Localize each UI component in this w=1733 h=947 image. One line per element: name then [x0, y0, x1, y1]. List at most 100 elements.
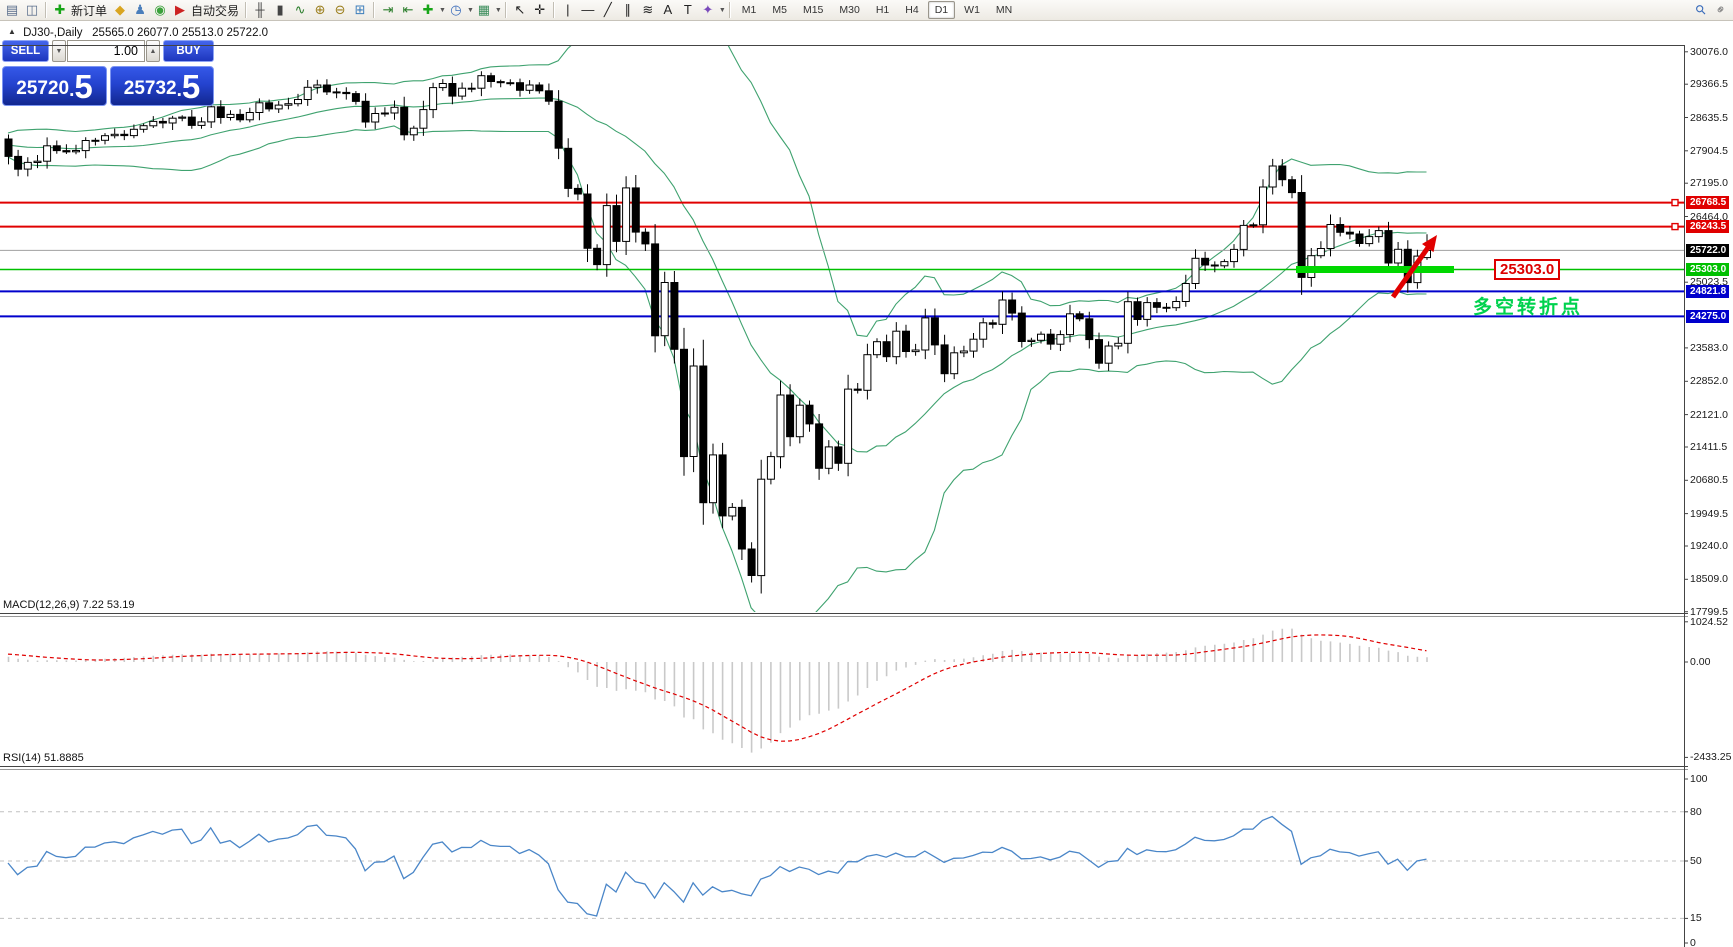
sell-button[interactable]: SELL	[2, 40, 49, 62]
cursor-icon[interactable]: ↖	[514, 2, 526, 17]
rsi-tick-label: 0	[1690, 937, 1696, 947]
toolbar-separator	[245, 2, 248, 18]
dropdown-arrow-icon[interactable]: ▼	[466, 6, 474, 14]
macd-tick-label: 1024.52	[1690, 615, 1728, 628]
trendline-icon[interactable]: ╱	[603, 2, 612, 17]
toolbar-separator	[373, 2, 376, 18]
signals-icon[interactable]: ◉	[154, 2, 166, 17]
symbol-period-label: DJ30-,Daily	[23, 27, 83, 39]
rsi-tick-label: 80	[1690, 805, 1702, 818]
timeframe-w1-button[interactable]: W1	[964, 4, 980, 16]
sell-button-label: SELL	[10, 45, 41, 57]
fibonacci-icon[interactable]: ≋	[642, 2, 654, 17]
chat-icon[interactable]: ⚭	[1711, 0, 1730, 19]
zoom-out-icon[interactable]: ⊖	[334, 2, 346, 17]
auto-scroll-icon[interactable]: ⇥	[382, 2, 394, 17]
timeframe-h1-button[interactable]: H1	[875, 4, 890, 16]
ea-navigator-icon[interactable]: ♟	[134, 2, 146, 17]
price-line-badge: 25303.0	[1686, 263, 1730, 276]
price-line-badge: 24275.0	[1686, 309, 1730, 323]
crosshair-icon[interactable]: ✛	[534, 2, 546, 17]
price-line-badge: 26768.5	[1686, 196, 1730, 210]
horizontal-line-icon[interactable]: ―	[581, 2, 595, 17]
price-line-badge: 25722.0	[1686, 243, 1730, 257]
bar-chart-icon[interactable]: ╫	[255, 2, 265, 17]
toolbar-separator	[552, 2, 555, 18]
price-tick-label: 27904.5	[1690, 144, 1728, 157]
volume-input[interactable]	[67, 40, 145, 62]
dropdown-arrow-icon[interactable]: ▼	[494, 6, 502, 14]
auto-trading-button[interactable]: ▶	[175, 2, 186, 17]
price-tick-label: 27195.0	[1690, 177, 1728, 190]
sell-price-dot: .	[69, 80, 75, 101]
toolbar: ▤ ◫ ✚ 新订单 ◆ ♟ ◉ ▶ 自动交易 ╫ ▮ ∿ ⊕ ⊖ ⊞ ⇥ ⇤ ✚ ▼ ◷ ▼ ▦ ▼ ↖ ✛ | ― ╱ ∥ ≋ A T ✦ ▼ M…	[0, 0, 1733, 21]
rsi-tick-label: 50	[1690, 855, 1702, 867]
timeframe-m5-button[interactable]: M5	[772, 4, 787, 16]
periods-icon[interactable]: ◷	[450, 2, 462, 17]
market-watch-icon[interactable]: ◆	[115, 2, 126, 17]
timeframe-h4-button[interactable]: H4	[905, 4, 919, 16]
templates-icon[interactable]: ▦	[477, 2, 491, 17]
macd-tick-label: -2433.25	[1690, 751, 1732, 764]
new-order-button-label[interactable]: 新订单	[71, 3, 108, 18]
toolbar-separator	[45, 2, 47, 18]
chart-info-line: ▲ DJ30-,Daily 25565.0 26077.0 25513.0 25…	[8, 27, 268, 39]
chart-shift-icon[interactable]: ⇤	[402, 2, 414, 17]
dropdown-arrow-icon[interactable]: ▼	[718, 6, 726, 14]
toolbar-separator	[504, 2, 507, 18]
volume-increase-button[interactable]: ▲	[146, 40, 160, 62]
tile-windows-icon[interactable]: ⊞	[354, 2, 366, 17]
one-click-trading-panel: SELL ▼ ▲ BUY 25720.5 25732.5	[2, 40, 218, 128]
buy-button-label: BUY	[176, 45, 201, 57]
timeframe-m30-button[interactable]: M30	[839, 4, 860, 16]
auto-trading-button-label[interactable]: 自动交易	[191, 3, 240, 18]
price-tick-label: 18509.0	[1690, 573, 1728, 586]
timeframe-mn-button[interactable]: MN	[995, 4, 1013, 16]
sell-price-main: 25720	[16, 78, 70, 99]
indicators-icon[interactable]: ✚	[422, 2, 434, 17]
new-order-button[interactable]: ✚	[54, 2, 66, 17]
bar-close-value: 25722.0	[226, 27, 269, 39]
zoom-in-icon[interactable]: ⊕	[314, 2, 326, 17]
price-tick-label: 29366.5	[1690, 78, 1728, 91]
candlestick-chart-icon[interactable]: ▮	[276, 2, 284, 17]
chart-canvas[interactable]	[0, 21, 1733, 947]
buy-price-dot: .	[176, 80, 182, 101]
price-tick-label: 19240.0	[1690, 540, 1728, 552]
text-icon[interactable]: A	[663, 2, 673, 17]
buy-button[interactable]: BUY	[163, 40, 214, 62]
buy-price-panel[interactable]: 25732. 5	[110, 66, 214, 106]
chart-window-icon[interactable]: ▤	[5, 2, 19, 17]
rsi-tick-label: 15	[1690, 912, 1702, 925]
price-annotation-box[interactable]: 25303.0	[1494, 258, 1561, 280]
timeframe-m15-button[interactable]: M15	[802, 4, 824, 16]
bar-low-value: 25513.0	[181, 27, 224, 39]
price-tick-label: 22121.0	[1690, 408, 1728, 421]
price-line-badge: 24821.8	[1686, 284, 1730, 298]
chart-window[interactable]: ▲ DJ30-,Daily 25565.0 26077.0 25513.0 25…	[0, 21, 1733, 947]
line-chart-icon[interactable]: ∿	[294, 2, 306, 17]
text-label-icon[interactable]: T	[683, 2, 692, 17]
volume-decrease-button[interactable]: ▼	[52, 40, 66, 62]
macd-tick-label: 0.00	[1690, 656, 1711, 668]
price-tick-label: 22852.0	[1690, 375, 1728, 388]
timeframe-m1-button[interactable]: M1	[741, 4, 757, 16]
equidistant-channel-icon[interactable]: ∥	[624, 2, 632, 17]
profiles-icon[interactable]: ◫	[25, 2, 39, 17]
buy-price-main: 25732	[123, 78, 177, 99]
price-tick-label: 19949.5	[1690, 507, 1728, 520]
sell-price-big: 5	[74, 68, 93, 105]
toolbar-separator	[728, 2, 731, 18]
price-tick-label: 21411.5	[1690, 441, 1728, 453]
timeframe-d1-button[interactable]: D1	[927, 1, 956, 19]
price-tick-label: 23583.0	[1690, 341, 1728, 354]
bar-high-value: 26077.0	[136, 27, 179, 39]
collapse-triangle-icon[interactable]: ▲	[8, 27, 16, 36]
sell-price-panel[interactable]: 25720. 5	[2, 66, 107, 106]
dropdown-arrow-icon[interactable]: ▼	[439, 6, 446, 14]
macd-indicator-label: MACD(12,26,9) 7.22 53.19	[3, 599, 135, 611]
vertical-line-icon[interactable]: |	[566, 2, 570, 17]
turning-point-note[interactable]: 多空转折点	[1473, 297, 1584, 318]
arrows-icon[interactable]: ✦	[702, 2, 714, 17]
